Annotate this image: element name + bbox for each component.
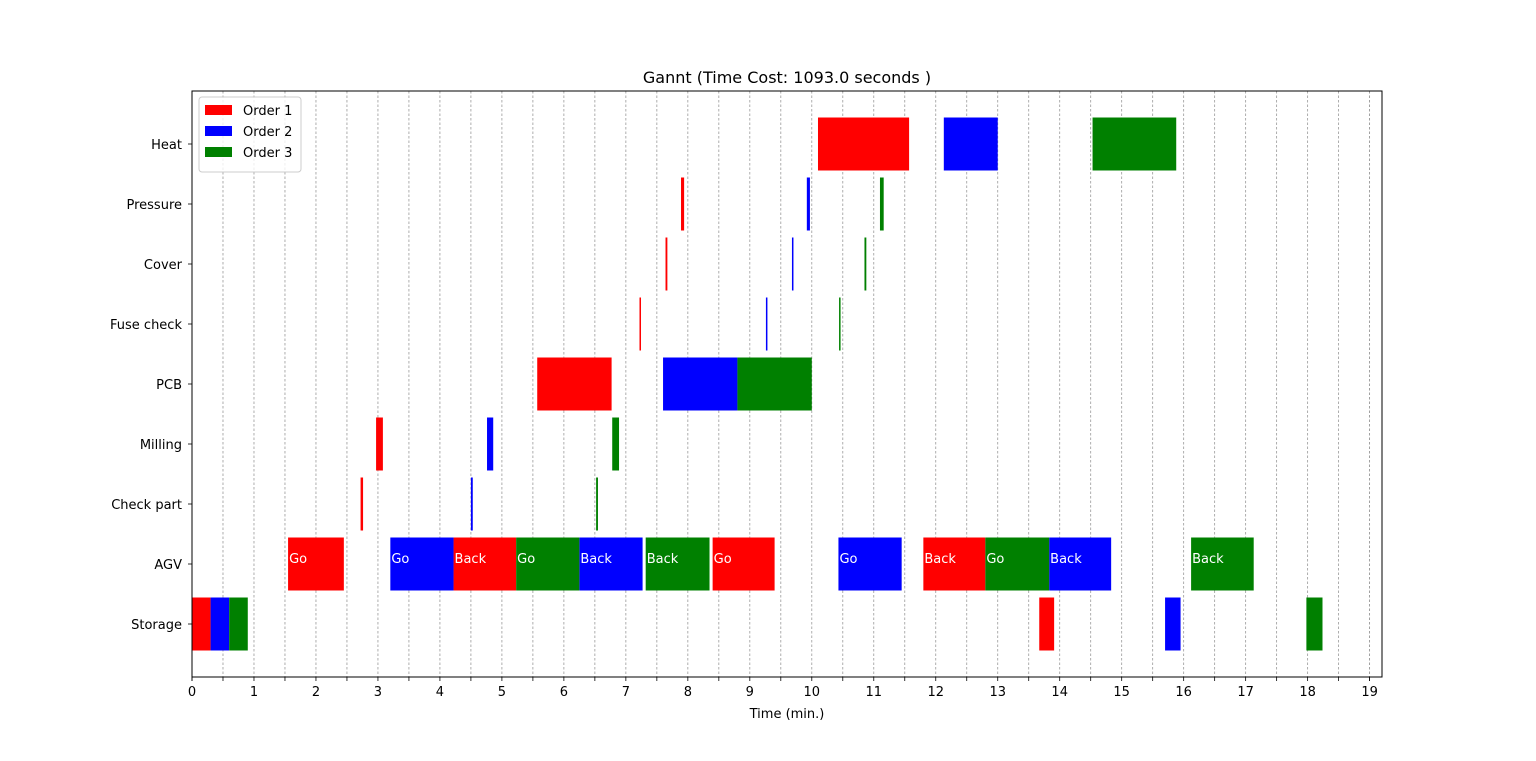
x-tick-label: 19 xyxy=(1361,685,1378,700)
task-bar-order-1-agv xyxy=(712,537,775,591)
bar-label: Back xyxy=(1050,552,1082,567)
task-bar-order-2-agv xyxy=(390,537,454,591)
bar-label: Back xyxy=(580,552,612,567)
task-bar-order-3-milling xyxy=(612,417,620,471)
y-tick-label: AGV xyxy=(154,558,182,573)
task-bar-order-3-heat xyxy=(1092,117,1177,171)
y-tick-label: Milling xyxy=(140,438,182,453)
task-bar-order-2-heat xyxy=(943,117,998,171)
y-tick-label: Pressure xyxy=(126,198,182,213)
task-bar-order-3-cover xyxy=(864,237,867,291)
task-bar-order-2-storage xyxy=(210,597,230,651)
legend-label[interactable]: Order 1 xyxy=(243,104,292,119)
x-tick-label: 6 xyxy=(560,685,568,700)
task-bar-order-2-pcb xyxy=(663,357,738,411)
y-tick-label: PCB xyxy=(156,378,182,393)
x-axis-title: Time (min.) xyxy=(749,707,825,722)
x-tick-label: 2 xyxy=(312,685,320,700)
task-bar-order-1-storage xyxy=(1039,597,1055,651)
bar-label: Go xyxy=(839,552,857,567)
bar-label: Back xyxy=(924,552,956,567)
x-tick-label: 7 xyxy=(622,685,630,700)
bar-label: Back xyxy=(647,552,679,567)
bar-label: Back xyxy=(455,552,487,567)
y-tick-label: Cover xyxy=(144,258,183,273)
task-bar-order-3-pressure xyxy=(879,177,884,231)
task-bar-order-1-agv xyxy=(288,537,344,591)
task-bar-order-3-pcb xyxy=(737,357,812,411)
legend-label[interactable]: Order 2 xyxy=(243,125,292,140)
y-tick-label: Fuse check xyxy=(110,318,182,333)
task-bar-order-1-cover xyxy=(665,237,668,291)
chart-title: Gannt (Time Cost: 1093.0 seconds ) xyxy=(643,68,931,87)
task-bar-order-3-agv xyxy=(516,537,580,591)
task-bar-order-1-fuse-check xyxy=(639,297,641,351)
task-bar-order-1-storage xyxy=(192,597,211,651)
task-bar-order-2-check-part xyxy=(470,477,473,531)
task-bar-order-3-agv xyxy=(985,537,1050,591)
x-tick-label: 1 xyxy=(250,685,258,700)
legend-swatch xyxy=(205,126,232,136)
y-axis-ticks: Storage AGV Check part Milling PCB Fuse check… xyxy=(110,138,192,633)
task-bar-order-3-storage xyxy=(229,597,248,651)
task-bars xyxy=(192,117,1323,651)
task-bar-order-2-agv xyxy=(1049,537,1112,591)
x-tick-label: 0 xyxy=(188,685,196,700)
task-bar-order-1-milling xyxy=(376,417,383,471)
x-tick-label: 3 xyxy=(374,685,382,700)
task-bar-order-1-pcb xyxy=(537,357,612,411)
x-tick-label: 4 xyxy=(436,685,444,700)
bar-labels: Go Back Go Back Go Back Go Back Go Back Go Back xyxy=(289,552,1224,567)
task-bar-order-3-fuse-check xyxy=(839,297,841,351)
x-tick-label: 11 xyxy=(865,685,882,700)
bar-label: Go xyxy=(517,552,535,567)
task-bar-order-1-agv xyxy=(453,537,517,591)
x-tick-label: 8 xyxy=(684,685,692,700)
task-bar-order-2-fuse-check xyxy=(765,297,768,351)
bar-label: Go xyxy=(714,552,732,567)
y-tick-label: Check part xyxy=(111,498,182,513)
task-bar-order-1-pressure xyxy=(681,177,685,231)
x-tick-label: 10 xyxy=(804,685,821,700)
x-tick-label: 16 xyxy=(1175,685,1192,700)
task-bar-order-3-agv xyxy=(1191,537,1254,591)
task-bar-order-1-agv xyxy=(923,537,986,591)
task-bar-order-1-heat xyxy=(817,117,910,171)
x-tick-label: 9 xyxy=(746,685,754,700)
task-bar-order-2-pressure xyxy=(806,177,810,231)
task-bar-order-3-check-part xyxy=(596,477,598,531)
x-tick-label: 17 xyxy=(1237,685,1254,700)
task-bar-order-3-storage xyxy=(1306,597,1323,651)
y-tick-label: Heat xyxy=(151,138,182,153)
legend-label[interactable]: Order 3 xyxy=(243,146,292,161)
legend[interactable]: Order 1 Order 2 Order 3 xyxy=(198,96,302,173)
bar-label: Go xyxy=(289,552,307,567)
task-bar-order-2-milling xyxy=(487,417,494,471)
x-tick-label: 15 xyxy=(1113,685,1130,700)
task-bar-order-2-cover xyxy=(791,237,794,291)
task-bar-order-2-agv xyxy=(838,537,902,591)
bar-label: Go xyxy=(986,552,1004,567)
task-bar-order-2-agv xyxy=(579,537,643,591)
x-tick-label: 12 xyxy=(927,685,944,700)
x-tick-label: 13 xyxy=(989,685,1006,700)
task-bar-order-1-check-part xyxy=(360,477,364,531)
task-bar-order-2-storage xyxy=(1165,597,1181,651)
x-tick-label: 5 xyxy=(498,685,506,700)
x-axis-ticks: 0 1 2 3 4 5 6 7 8 9 10 11 12 13 14 15 16 17 18 19 xyxy=(188,677,1378,700)
x-tick-label: 14 xyxy=(1051,685,1068,700)
bar-label: Go xyxy=(391,552,409,567)
y-tick-label: Storage xyxy=(131,618,182,633)
bar-label: Back xyxy=(1192,552,1224,567)
legend-swatch xyxy=(205,105,232,115)
legend-swatch xyxy=(205,147,232,157)
task-bar-order-3-agv xyxy=(645,537,710,591)
x-tick-label: 18 xyxy=(1299,685,1316,700)
